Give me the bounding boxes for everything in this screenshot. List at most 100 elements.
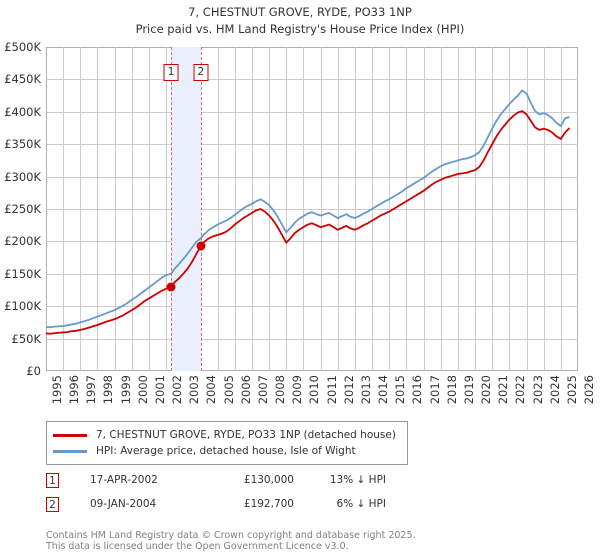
y-tick-label: £100K bbox=[4, 299, 41, 314]
x-tick-label: 2000 bbox=[135, 375, 150, 405]
event-line-1 bbox=[171, 47, 173, 371]
transaction-row-2: 2 09-JAN-2004 £192,700 6% ↓ HPI bbox=[46, 496, 466, 520]
x-tick-label: 2001 bbox=[152, 375, 167, 405]
transaction-hpi-delta-1: 13% ↓ HPI bbox=[329, 474, 386, 486]
gridline-vertical bbox=[440, 47, 442, 371]
gridline-vertical bbox=[217, 47, 219, 371]
x-tick-label: 2006 bbox=[238, 375, 253, 405]
x-tick-label: 2004 bbox=[204, 375, 219, 405]
gridline-vertical bbox=[303, 47, 305, 371]
gridline-horizontal bbox=[46, 306, 578, 308]
gridline-horizontal bbox=[46, 338, 578, 340]
transaction-date-2: 09-JAN-2004 bbox=[90, 498, 157, 510]
x-tick-label: 2015 bbox=[393, 375, 408, 405]
gridline-vertical bbox=[148, 47, 150, 371]
gridline-vertical bbox=[560, 47, 562, 371]
legend-swatch-property bbox=[53, 433, 87, 437]
legend-item-property: 7, CHESTNUT GROVE, RYDE, PO33 1NP (detac… bbox=[53, 427, 401, 443]
gridline-vertical bbox=[337, 47, 339, 371]
x-tick-label: 2023 bbox=[530, 375, 545, 405]
x-tick-label: 2024 bbox=[547, 375, 562, 405]
gridline-vertical bbox=[543, 47, 545, 371]
transaction-badge-1: 1 bbox=[46, 473, 59, 488]
x-tick-label: 1997 bbox=[84, 375, 99, 405]
x-tick-label: 2017 bbox=[427, 375, 442, 405]
x-tick-label: 2021 bbox=[496, 375, 511, 405]
gridline-vertical bbox=[475, 47, 477, 371]
gridline-vertical bbox=[492, 47, 494, 371]
gridline-vertical bbox=[234, 47, 236, 371]
y-tick-label: £350K bbox=[4, 137, 41, 152]
gridline-horizontal bbox=[46, 79, 578, 81]
x-tick-label: 2019 bbox=[461, 375, 476, 405]
gridline-vertical bbox=[457, 47, 459, 371]
legend-item-hpi: HPI: Average price, detached house, Isle… bbox=[53, 443, 401, 459]
transaction-dot-1[interactable] bbox=[166, 282, 176, 292]
x-tick-label: 1996 bbox=[67, 375, 82, 405]
gridline-vertical bbox=[251, 47, 253, 371]
x-tick-label: 2008 bbox=[273, 375, 288, 405]
gridline-vertical bbox=[97, 47, 99, 371]
x-tick-label: 2003 bbox=[187, 375, 202, 405]
x-tick-label: 2011 bbox=[324, 375, 339, 405]
gridline-vertical bbox=[320, 47, 322, 371]
attribution-footer: Contains HM Land Registry data © Crown c… bbox=[46, 530, 586, 552]
legend-label-hpi: HPI: Average price, detached house, Isle… bbox=[96, 445, 356, 457]
gridline-vertical bbox=[389, 47, 391, 371]
transaction-list: 1 17-APR-2002 £130,000 13% ↓ HPI 2 09-JA… bbox=[46, 472, 466, 520]
transaction-hpi-delta-2: 6% ↓ HPI bbox=[336, 498, 386, 510]
x-tick-label: 2012 bbox=[341, 375, 356, 405]
line-hpi-average bbox=[45, 89, 570, 329]
y-tick-label: £450K bbox=[4, 72, 41, 87]
gridline-vertical bbox=[354, 47, 356, 371]
series-lines bbox=[45, 89, 571, 335]
transaction-dot-2[interactable] bbox=[196, 241, 206, 251]
x-tick-label: 1998 bbox=[101, 375, 116, 405]
x-tick-label: 2026 bbox=[582, 375, 596, 405]
transaction-flag-1[interactable]: 1 bbox=[163, 64, 179, 81]
transaction-flag-2[interactable]: 2 bbox=[193, 64, 209, 81]
gridline-vertical bbox=[131, 47, 133, 371]
attribution-line-1: Contains HM Land Registry data © Crown c… bbox=[46, 530, 416, 541]
x-tick-label: 2013 bbox=[358, 375, 373, 405]
chart-title-block: 7, CHESTNUT GROVE, RYDE, PO33 1NP Price … bbox=[0, 4, 600, 38]
x-tick-label: 2018 bbox=[444, 375, 459, 405]
transaction-price-1: £130,000 bbox=[243, 474, 294, 486]
transaction-badge-2: 2 bbox=[46, 497, 59, 512]
gridline-vertical bbox=[269, 47, 271, 371]
transaction-row-1: 1 17-APR-2002 £130,000 13% ↓ HPI bbox=[46, 472, 466, 496]
chart-legend: 7, CHESTNUT GROVE, RYDE, PO33 1NP (detac… bbox=[46, 421, 408, 465]
gridline-horizontal bbox=[46, 273, 578, 275]
y-tick-label: £50K bbox=[11, 331, 42, 346]
x-tick-label: 2025 bbox=[564, 375, 579, 405]
gridline-vertical bbox=[166, 47, 168, 371]
x-tick-label: 2010 bbox=[307, 375, 322, 405]
gridline-vertical bbox=[526, 47, 528, 371]
x-tick-label: 2009 bbox=[290, 375, 305, 405]
gridline-vertical bbox=[509, 47, 511, 371]
transaction-date-1: 17-APR-2002 bbox=[90, 474, 158, 486]
attribution-line-2: This data is licensed under the Open Gov… bbox=[46, 541, 349, 552]
x-tick-label: 1999 bbox=[118, 375, 133, 405]
event-line-2 bbox=[200, 47, 202, 371]
x-tick-label: 2002 bbox=[170, 375, 185, 405]
x-tick-label: 2005 bbox=[221, 375, 236, 405]
y-tick-label: £250K bbox=[4, 202, 41, 216]
legend-swatch-hpi bbox=[53, 449, 87, 453]
x-tick-label: 2016 bbox=[410, 375, 425, 405]
gridline-vertical bbox=[80, 47, 82, 371]
line-property-price bbox=[45, 110, 571, 335]
gridline-horizontal bbox=[46, 241, 578, 243]
gridline-vertical bbox=[63, 47, 65, 371]
y-tick-label: £400K bbox=[4, 104, 41, 119]
gridline-vertical bbox=[114, 47, 116, 371]
y-tick-label: £0 bbox=[26, 364, 41, 378]
chart-title-line-1: 7, CHESTNUT GROVE, RYDE, PO33 1NP bbox=[188, 5, 412, 19]
y-tick-label: £150K bbox=[4, 266, 41, 281]
gridline-horizontal bbox=[46, 176, 578, 178]
gridline-vertical bbox=[406, 47, 408, 371]
y-tick-label: £300K bbox=[4, 169, 41, 184]
x-tick-label: 2022 bbox=[513, 375, 528, 405]
gridline-horizontal bbox=[46, 209, 578, 210]
